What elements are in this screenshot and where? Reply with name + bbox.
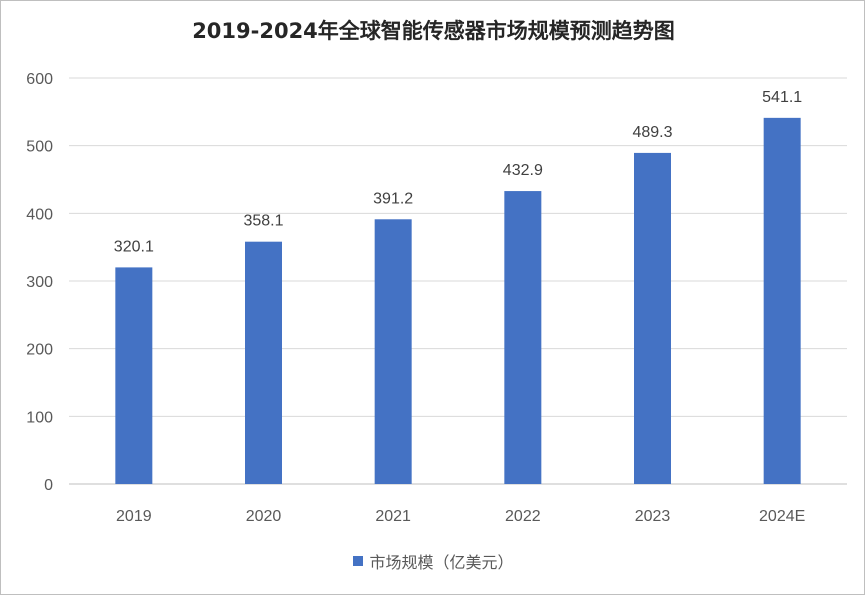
bar [763, 117, 801, 485]
bar-value-label: 320.1 [114, 238, 154, 255]
legend-label: 市场规模（亿美元） [369, 553, 514, 572]
legend-swatch [353, 556, 364, 566]
bar-value-label: 489.3 [632, 124, 672, 141]
y-tick-label: 100 [26, 409, 53, 426]
bar [115, 267, 153, 484]
y-tick-label: 400 [26, 206, 53, 223]
x-tick-label: 2021 [375, 508, 411, 525]
x-tick-label: 2022 [505, 508, 541, 525]
bar-value-label: 541.1 [762, 89, 802, 106]
bar-value-label: 358.1 [243, 213, 283, 230]
chart-title: 2019-2024年全球智能传感器市场规模预测趋势图 [192, 19, 675, 43]
x-tick-label: 2020 [246, 508, 282, 525]
bar [245, 241, 282, 484]
bar-value-label: 432.9 [503, 162, 543, 179]
bar [374, 219, 412, 484]
y-tick-label: 0 [44, 477, 53, 494]
y-tick-label: 600 [26, 71, 53, 88]
y-tick-label: 500 [26, 139, 53, 156]
bar [634, 152, 671, 485]
x-tick-label: 2024E [759, 508, 805, 525]
y-tick-label: 300 [26, 274, 53, 291]
bar [504, 191, 542, 485]
x-tick-label: 2019 [116, 508, 152, 525]
y-tick-label: 200 [26, 342, 53, 359]
x-tick-label: 2023 [635, 508, 671, 525]
bar-value-label: 391.2 [373, 190, 413, 207]
chart-legend: 市场规模（亿美元） [1, 549, 865, 573]
